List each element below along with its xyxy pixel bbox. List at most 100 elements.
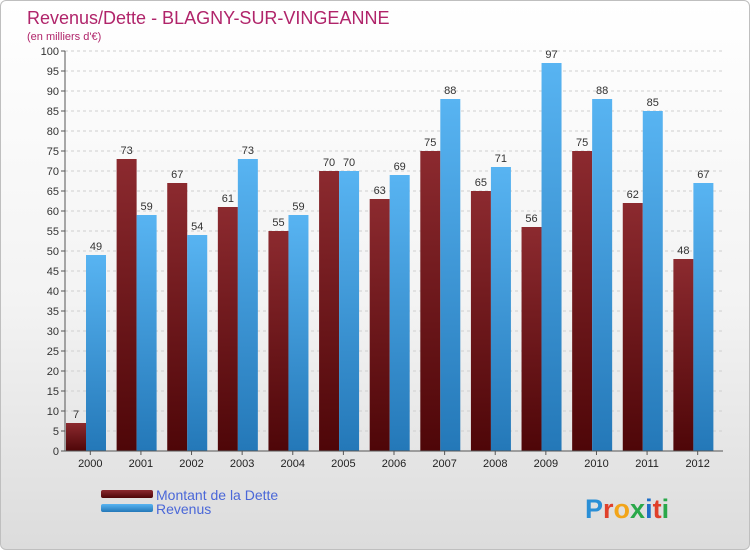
value-label: 56 <box>525 213 537 225</box>
bar-dette <box>470 191 491 451</box>
y-tick-label: 80 <box>47 126 59 138</box>
x-tick-label: 2009 <box>534 458 558 470</box>
bar-dette <box>116 159 137 451</box>
y-tick-label: 55 <box>47 226 59 238</box>
y-tick-label: 70 <box>47 166 59 178</box>
value-label: 97 <box>545 49 557 61</box>
bar-revenus <box>490 167 511 451</box>
logo-text: Proxiti <box>585 494 669 524</box>
legend-label-dette: Montant de la Dette <box>156 487 278 503</box>
value-label: 88 <box>596 85 608 97</box>
bar-dette <box>420 151 441 451</box>
bar-dette <box>521 227 542 451</box>
value-label: 61 <box>222 193 234 205</box>
x-tick-label: 2012 <box>685 458 709 470</box>
y-tick-label: 65 <box>47 186 59 198</box>
logo-letter: x <box>630 494 645 524</box>
value-label: 75 <box>576 137 588 149</box>
x-tick-label: 2000 <box>78 458 102 470</box>
y-tick-label: 35 <box>47 306 59 318</box>
x-tick-label: 2005 <box>331 458 355 470</box>
chart-title: Revenus/Dette - BLAGNY-SUR-VINGEANNE <box>27 8 389 28</box>
bar-dette <box>268 231 289 451</box>
value-label: 88 <box>444 85 456 97</box>
value-label: 55 <box>272 217 284 229</box>
value-label: 69 <box>394 161 406 173</box>
x-tick-label: 2011 <box>635 458 659 470</box>
bar-revenus <box>541 63 562 451</box>
value-label: 85 <box>647 97 659 109</box>
value-label: 73 <box>242 145 254 157</box>
x-tick-label: 2003 <box>230 458 254 470</box>
x-tick-label: 2001 <box>129 458 153 470</box>
y-tick-label: 10 <box>47 406 59 418</box>
bar-revenus <box>187 235 208 451</box>
y-tick-label: 45 <box>47 266 59 278</box>
x-axis-ticks: 2000 2001 2002 2003 2004 2005 2006 2007 2008 2009… <box>78 451 710 470</box>
y-tick-label: 15 <box>47 386 59 398</box>
legend-swatch-dette <box>101 490 153 498</box>
bar-dette <box>369 199 390 451</box>
logo-letter: o <box>614 494 631 524</box>
bar-dette <box>572 151 593 451</box>
value-label: 48 <box>677 245 689 257</box>
logo-letter: i <box>645 494 653 524</box>
y-tick-label: 20 <box>47 366 59 378</box>
value-label: 67 <box>171 169 183 181</box>
value-label: 63 <box>374 185 386 197</box>
y-tick-label: 90 <box>47 86 59 98</box>
y-tick-label: 30 <box>47 326 59 338</box>
bar-dette <box>319 171 340 451</box>
y-tick-label: 25 <box>47 346 59 358</box>
value-label: 54 <box>191 221 203 233</box>
value-label: 59 <box>140 201 152 213</box>
bar-revenus <box>389 175 410 451</box>
value-label: 62 <box>627 189 639 201</box>
y-tick-label: 5 <box>53 426 59 438</box>
legend-label-revenus: Revenus <box>156 501 211 517</box>
bar-dette <box>66 423 86 451</box>
bar-dette <box>167 183 188 451</box>
bar-dette <box>217 207 238 451</box>
bar-revenus <box>237 159 258 451</box>
value-label: 70 <box>323 157 335 169</box>
x-tick-label: 2010 <box>584 458 608 470</box>
value-label: 73 <box>120 145 132 157</box>
logo-letter: t <box>653 494 662 524</box>
bar-revenus <box>592 99 613 451</box>
bars <box>66 63 714 451</box>
y-tick-label: 40 <box>47 286 59 298</box>
bar-revenus <box>288 215 309 451</box>
chart-subtitle: (en milliers d'€) <box>27 31 101 43</box>
logo-letter: i <box>662 494 670 524</box>
legend: Montant de la Dette Revenus <box>101 487 278 517</box>
bar-revenus <box>440 99 461 451</box>
y-tick-label: 0 <box>53 446 59 458</box>
logo-letter: P <box>585 494 603 524</box>
y-tick-label: 85 <box>47 106 59 118</box>
y-tick-label: 75 <box>47 146 59 158</box>
bar-dette <box>673 259 694 451</box>
value-label: 49 <box>90 241 102 253</box>
value-label: 71 <box>495 153 507 165</box>
y-tick-label: 50 <box>47 246 59 258</box>
bar-revenus <box>693 183 714 451</box>
x-tick-label: 2002 <box>179 458 203 470</box>
proxiti-logo: Proxiti <box>585 494 669 524</box>
x-tick-label: 2004 <box>281 458 305 470</box>
bar-revenus <box>642 111 663 451</box>
x-tick-label: 2007 <box>432 458 456 470</box>
value-label: 65 <box>475 177 487 189</box>
value-label: 7 <box>73 409 79 421</box>
y-tick-label: 60 <box>47 206 59 218</box>
y-tick-label: 95 <box>47 66 59 78</box>
logo-letter: r <box>603 494 614 524</box>
bar-revenus <box>86 255 106 451</box>
value-label: 75 <box>424 137 436 149</box>
value-label: 59 <box>292 201 304 213</box>
legend-swatch-revenus <box>101 504 153 512</box>
bar-dette <box>622 203 643 451</box>
value-label: 67 <box>697 169 709 181</box>
